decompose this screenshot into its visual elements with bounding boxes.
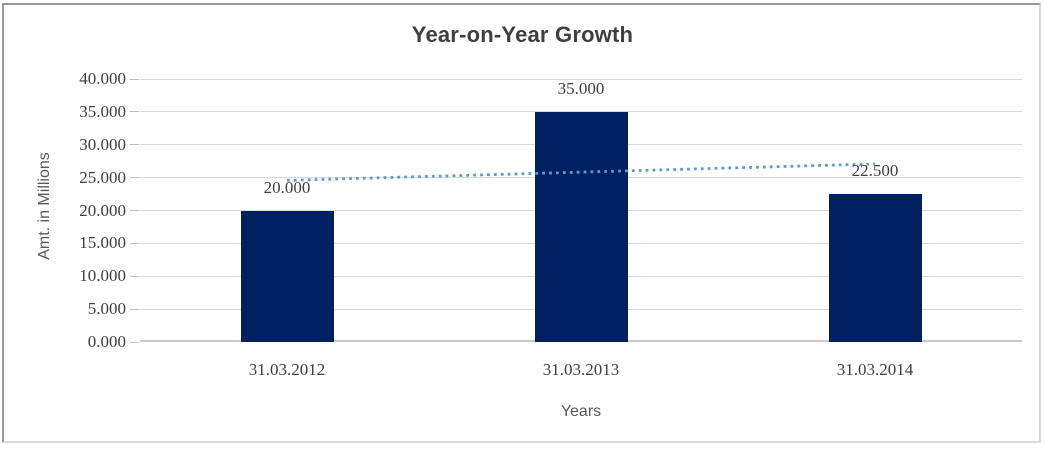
y-axis-tick-label: 20.000	[79, 200, 126, 220]
bar	[240, 210, 334, 342]
chart-title: Year-on-Year Growth	[411, 22, 634, 47]
y-axis-tick-label: 0.000	[87, 332, 126, 351]
bar	[828, 194, 922, 342]
y-axis-tick-label: 25.000	[79, 167, 126, 187]
trendline-path	[286, 162, 876, 182]
y-axis-tick-label: 35.000	[79, 101, 126, 121]
y-axis-tick-label: 30.000	[79, 134, 126, 154]
y-tick-mark	[130, 210, 139, 211]
bar	[534, 111, 628, 342]
gridline	[140, 78, 1022, 80]
bar-data-label: 35.000	[557, 78, 605, 98]
y-tick-mark	[130, 78, 139, 80]
y-axis-tick-label: 15.000	[79, 233, 126, 253]
y-tick-mark	[130, 144, 139, 146]
x-axis-title: Years	[560, 403, 602, 420]
bar-data-label: 22.500	[851, 161, 899, 181]
x-category-label: 31.03.2014	[836, 360, 914, 379]
x-category-label: 31.03.2012	[248, 360, 326, 379]
y-tick-mark	[130, 242, 139, 244]
plot-area: 20.000 35.000 22.500	[140, 78, 1022, 342]
y-axis-tick-label: 5.000	[87, 299, 126, 319]
y-axis-tick-label: 40.000	[79, 69, 126, 88]
y-tick-mark	[130, 341, 139, 343]
trendline	[286, 162, 876, 182]
y-tick-mark	[130, 111, 139, 113]
bar-data-label: 20.000	[263, 177, 311, 197]
y-axis-tick-label: 10.000	[79, 266, 126, 286]
x-category-label: 31.03.2013	[542, 360, 620, 379]
y-tick-mark	[130, 308, 139, 310]
y-tick-mark	[130, 177, 139, 179]
y-tick-mark	[130, 275, 139, 277]
